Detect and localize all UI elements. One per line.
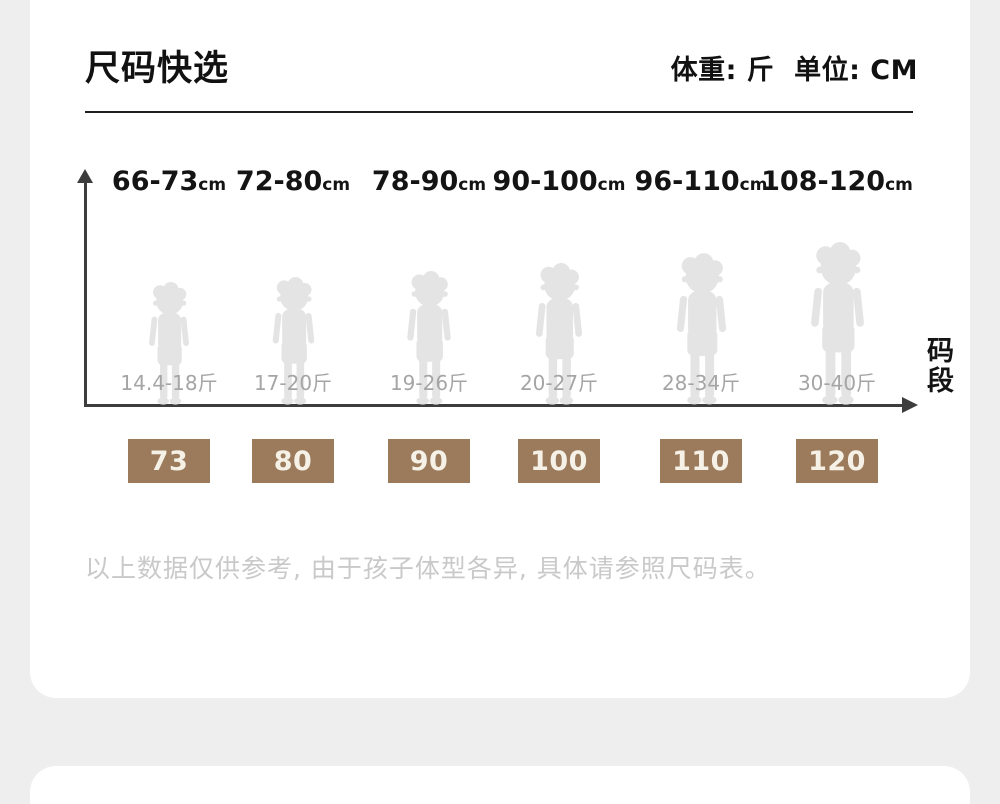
height-unit: cm <box>885 175 913 195</box>
height-range-label: 72-80cm <box>213 166 373 197</box>
y-axis-arrow-icon <box>77 169 93 183</box>
size-chip: 90 <box>388 439 470 483</box>
weight-range-label: 17-20斤 <box>253 371 333 395</box>
height-unit: cm <box>597 175 626 195</box>
units-label: 体重: 斤 单位: CM <box>670 55 918 86</box>
header-divider <box>85 111 913 113</box>
height-unit: cm <box>739 175 768 195</box>
height-range-value: 90-100 <box>492 166 598 197</box>
x-axis-line <box>84 404 904 407</box>
height-range-value: 72-80 <box>235 166 323 197</box>
height-range-value: 96-110 <box>634 166 740 197</box>
height-unit: cm <box>322 175 351 195</box>
size-chart-card: 尺码快选 体重: 斤 单位: CM 码段 66-73cm 72-80cm 78-… <box>30 0 970 698</box>
x-axis-arrow-icon <box>902 397 918 413</box>
height-unit: cm <box>458 175 487 195</box>
disclaimer-note: 以上数据仅供参考, 由于孩子体型各异, 具体请参照尺码表。 <box>85 554 771 583</box>
next-section-card <box>30 766 970 804</box>
weight-range-label: 28-34斤 <box>661 371 741 395</box>
weight-range-label: 30-40斤 <box>797 371 877 395</box>
weight-range-label: 14.4-18斤 <box>120 371 218 395</box>
size-chip: 110 <box>660 439 742 483</box>
height-range-label: 96-110cm <box>621 166 781 197</box>
size-chip: 73 <box>128 439 210 483</box>
size-chip: 100 <box>518 439 600 483</box>
weight-range-label: 19-26斤 <box>389 371 469 395</box>
height-range-value: 66-73 <box>111 166 199 197</box>
size-chip: 80 <box>252 439 334 483</box>
height-range-label: 90-100cm <box>479 166 639 197</box>
section-title: 尺码快选 <box>85 49 230 89</box>
x-axis-label: 码段 <box>922 336 953 396</box>
height-range-label: 108-120cm <box>757 166 917 197</box>
height-unit: cm <box>198 175 227 195</box>
height-range-label: 66-73cm <box>89 166 249 197</box>
size-chip: 120 <box>796 439 878 483</box>
height-range-value: 108-120 <box>761 166 886 197</box>
height-range-label: 78-90cm <box>349 166 509 197</box>
y-axis-line <box>84 182 87 406</box>
weight-range-label: 20-27斤 <box>519 371 599 395</box>
height-range-value: 78-90 <box>371 166 459 197</box>
